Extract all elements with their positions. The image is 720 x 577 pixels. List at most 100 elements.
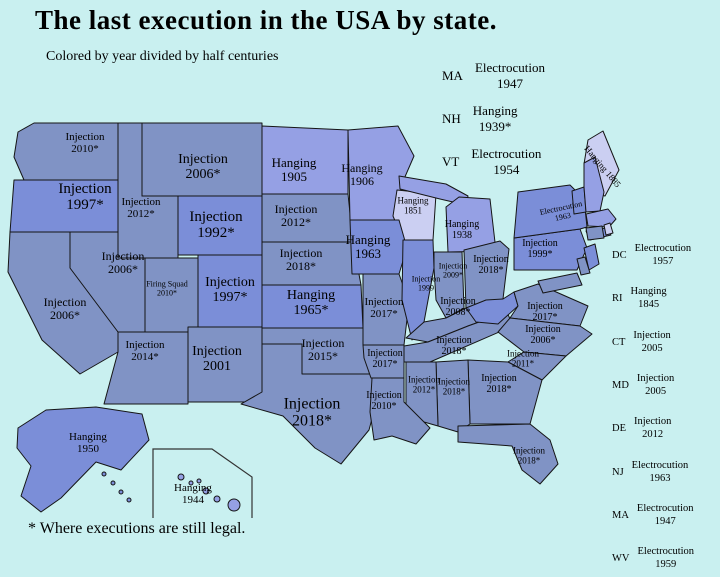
state-shape-AK bbox=[16, 406, 150, 513]
year-text: 1851 bbox=[404, 205, 422, 215]
state-abbr: VT bbox=[442, 153, 460, 169]
entry-value: Electrocution 1947 bbox=[475, 60, 545, 91]
state-label-OK: Injection 2015* bbox=[302, 337, 345, 363]
hi-island bbox=[227, 498, 241, 512]
method-text: Injection bbox=[178, 151, 228, 167]
entry-value: Electrocution 1963 bbox=[632, 460, 689, 485]
legend-entry-NH: NH Hanging 1939* bbox=[442, 103, 518, 134]
state-label-UT: Firing Squad 2010* bbox=[146, 280, 188, 297]
year-text: 2015* bbox=[308, 349, 338, 363]
method-text: Injection bbox=[633, 330, 671, 341]
method-text: Injection bbox=[408, 374, 440, 385]
state-label-AK: Hanging 1950 bbox=[69, 431, 107, 456]
method-text: Firing Squad bbox=[146, 279, 188, 289]
year-text: 2018* bbox=[478, 265, 504, 276]
year-text: 1906 bbox=[349, 174, 374, 188]
state-abbr: NH bbox=[442, 110, 461, 126]
method-text: Hanging bbox=[174, 482, 212, 495]
state-label-SC: Injection 2011* bbox=[507, 349, 539, 368]
legend-entry-MA: MA Electrocution 1947 bbox=[612, 503, 716, 528]
state-label-CA: Injection 2006* bbox=[44, 296, 87, 322]
entry-value: Injection 2012 bbox=[634, 416, 671, 441]
year-text: 1997* bbox=[66, 197, 104, 213]
hi-island bbox=[177, 473, 185, 481]
method-text: Hanging bbox=[69, 431, 107, 444]
year-text: 1999* bbox=[527, 249, 553, 260]
year-text: 2014* bbox=[131, 351, 159, 363]
year-text: 2018* bbox=[286, 259, 316, 273]
method-text: Injection bbox=[525, 324, 561, 336]
state-shape-MO bbox=[362, 273, 410, 346]
year-text: 2005 bbox=[641, 342, 663, 354]
method-text: Electrocution bbox=[634, 243, 692, 254]
year-text: 1944 bbox=[181, 494, 204, 506]
year-text: 1939* bbox=[478, 118, 512, 134]
method-text: Injection bbox=[411, 274, 441, 284]
hi-island bbox=[202, 487, 210, 495]
method-text: Hanging bbox=[286, 287, 336, 303]
method-text: Injection bbox=[101, 249, 145, 264]
year-text: 2012* bbox=[127, 208, 155, 220]
method-text: Injection bbox=[473, 254, 509, 266]
page-title: The last execution in the USA by state. bbox=[35, 5, 498, 35]
method-text: Injection bbox=[189, 208, 243, 225]
method-text: Electrocution bbox=[637, 546, 695, 557]
method-text: Electrocution bbox=[636, 503, 694, 514]
state-label-WI: Hanging 1851 bbox=[398, 196, 429, 215]
method-text: Hanging bbox=[271, 154, 317, 170]
year-text: 2017* bbox=[532, 312, 558, 323]
method-text: Injection bbox=[436, 335, 472, 347]
state-label-AZ: Injection 2014* bbox=[125, 339, 164, 364]
hi-island bbox=[213, 495, 221, 503]
state-label-WY: Injection 1992* bbox=[189, 209, 242, 241]
method-text: Injection bbox=[507, 348, 539, 359]
method-text: Injection bbox=[192, 343, 242, 359]
legend-entry-DE: DE Injection 2012 bbox=[612, 416, 716, 441]
legend-entry-DC: DC Electrocution 1957 bbox=[612, 243, 716, 268]
year-text: 2010* bbox=[157, 288, 177, 297]
state-abbr: CT bbox=[612, 337, 626, 349]
year-text: 2011* bbox=[511, 358, 535, 368]
year-text: 2018* bbox=[517, 455, 541, 465]
method-text: Hanging bbox=[630, 286, 667, 297]
entry-value: Electrocution 1947 bbox=[637, 503, 694, 528]
legend-entry-MA: MA Electrocution 1947 bbox=[442, 60, 545, 91]
year-text: 1954 bbox=[493, 161, 520, 177]
method-text: Injection bbox=[43, 295, 87, 310]
year-text: 2017* bbox=[372, 359, 398, 370]
year-text: 1950 bbox=[76, 443, 99, 455]
state-label-ND: Hanging 1905 bbox=[271, 154, 317, 184]
state-label-CO: Injection 1997* bbox=[205, 275, 255, 305]
entry-value: Hanging 1845 bbox=[631, 286, 667, 311]
legend-entry-RI: RI Hanging 1845 bbox=[612, 286, 716, 311]
state-shape-AZ bbox=[103, 331, 189, 405]
entry-value: Electrocution 1957 bbox=[635, 243, 692, 268]
year-text: 1905 bbox=[281, 169, 307, 184]
method-text: Injection bbox=[121, 196, 161, 209]
entry-value: Hanging 1939* bbox=[473, 103, 518, 134]
legend-entry-VT: VT Electrocution 1954 bbox=[442, 146, 541, 177]
state-label-MS: Injection 2012* bbox=[408, 375, 440, 394]
year-text: 1965* bbox=[293, 303, 329, 318]
year-text: 2008* bbox=[445, 307, 471, 318]
ak-island bbox=[110, 480, 116, 486]
state-shape-NY bbox=[513, 184, 588, 239]
state-label-NE: Injection 2018* bbox=[280, 247, 323, 273]
state-label-MI: Hanging 1938 bbox=[445, 219, 479, 242]
year-text: 1845 bbox=[638, 298, 660, 310]
year-text: 2018* bbox=[442, 386, 466, 396]
state-label-FL: Injection 2018* bbox=[513, 446, 545, 465]
method-text: Injection bbox=[367, 348, 403, 360]
state-label-OH: Injection 2018* bbox=[473, 254, 509, 277]
legend-entry-CT: CT Injection 2005 bbox=[612, 330, 716, 355]
legend-entry-NJ: NJ Electrocution 1963 bbox=[612, 460, 716, 485]
method-text: Hanging bbox=[345, 231, 391, 247]
state-label-AL: Injection 2018* bbox=[438, 377, 470, 396]
hi-island bbox=[196, 478, 202, 484]
method-text: Electrocution bbox=[631, 460, 689, 471]
year-text: 2001 bbox=[202, 359, 231, 374]
year-text: 2009* bbox=[443, 270, 463, 279]
year-text: 2010* bbox=[71, 143, 99, 155]
state-label-SD: Injection 2012* bbox=[275, 203, 318, 229]
